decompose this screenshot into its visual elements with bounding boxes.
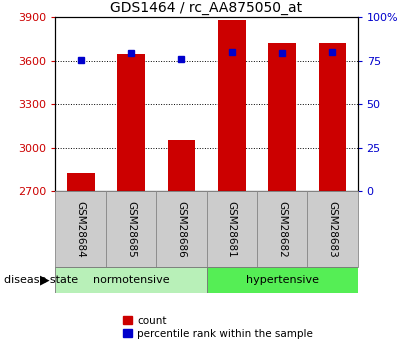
- Bar: [206, 191, 257, 267]
- Bar: [268, 43, 296, 191]
- Text: GSM28685: GSM28685: [126, 201, 136, 258]
- Text: GSM28686: GSM28686: [176, 201, 186, 258]
- Text: normotensive: normotensive: [93, 275, 169, 285]
- Bar: [206, 267, 358, 293]
- Text: GSM28681: GSM28681: [227, 201, 237, 258]
- Text: disease state: disease state: [4, 275, 78, 285]
- Text: GSM28682: GSM28682: [277, 201, 287, 258]
- Bar: [156, 191, 206, 267]
- Bar: [117, 53, 145, 191]
- Bar: [218, 20, 245, 191]
- Bar: [257, 191, 307, 267]
- Bar: [55, 191, 106, 267]
- Bar: [319, 43, 346, 191]
- Bar: [168, 140, 195, 191]
- Bar: [307, 191, 358, 267]
- Text: ▶: ▶: [40, 274, 49, 287]
- Text: GSM28684: GSM28684: [76, 201, 85, 258]
- Bar: [67, 172, 95, 191]
- Title: GDS1464 / rc_AA875050_at: GDS1464 / rc_AA875050_at: [111, 1, 302, 15]
- Text: hypertensive: hypertensive: [245, 275, 319, 285]
- Text: GSM28683: GSM28683: [328, 201, 337, 258]
- Legend: count, percentile rank within the sample: count, percentile rank within the sample: [122, 315, 314, 340]
- Bar: [55, 267, 206, 293]
- Bar: [106, 191, 156, 267]
